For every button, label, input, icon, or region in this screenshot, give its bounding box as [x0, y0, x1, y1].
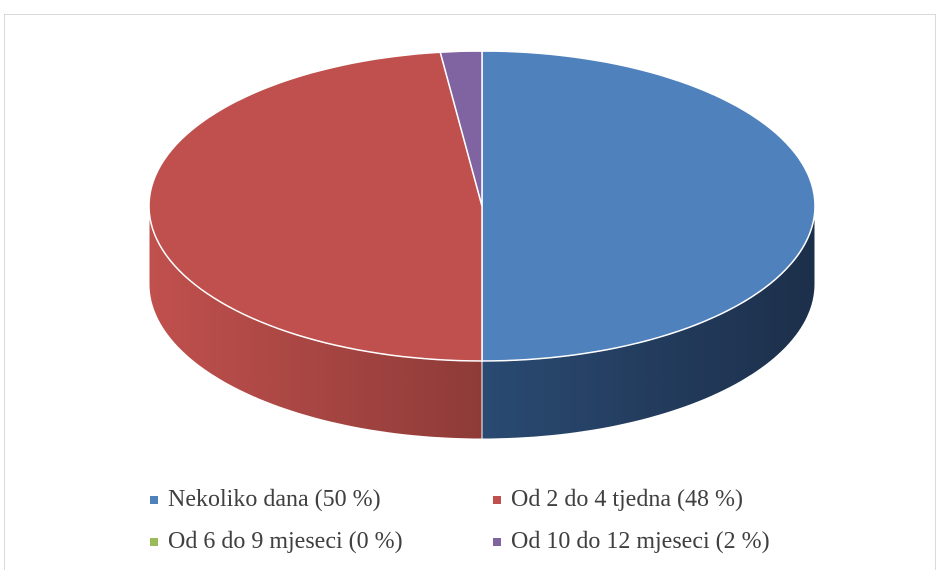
- chart-frame: [4, 14, 936, 570]
- legend-label: Od 2 do 4 tjedna (48 %): [511, 486, 743, 512]
- legend-swatch: [150, 495, 158, 504]
- legend-label: Nekoliko dana (50 %): [168, 486, 381, 512]
- pie-slice-0: [481, 50, 816, 362]
- legend-item-od-2-do-4-tjedna: Od 2 do 4 tjedna (48 %): [493, 486, 743, 513]
- legend-label: Od 10 do 12 mjeseci (2 %): [511, 528, 770, 554]
- legend-item-od-10-do-12-mjeseci: Od 10 do 12 mjeseci (2 %): [493, 528, 770, 555]
- legend-label: Od 6 do 9 mjeseci (0 %): [168, 528, 403, 554]
- legend-item-nekoliko-dana: Nekoliko dana (50 %): [150, 486, 381, 513]
- legend-swatch: [493, 537, 501, 546]
- legend-item-od-6-do-9-mjeseci: Od 6 do 9 mjeseci (0 %): [150, 528, 403, 555]
- legend-swatch: [493, 495, 501, 504]
- legend-swatch: [150, 537, 158, 546]
- pie-slice-1: [148, 51, 483, 362]
- pie-slice-3: [439, 50, 483, 207]
